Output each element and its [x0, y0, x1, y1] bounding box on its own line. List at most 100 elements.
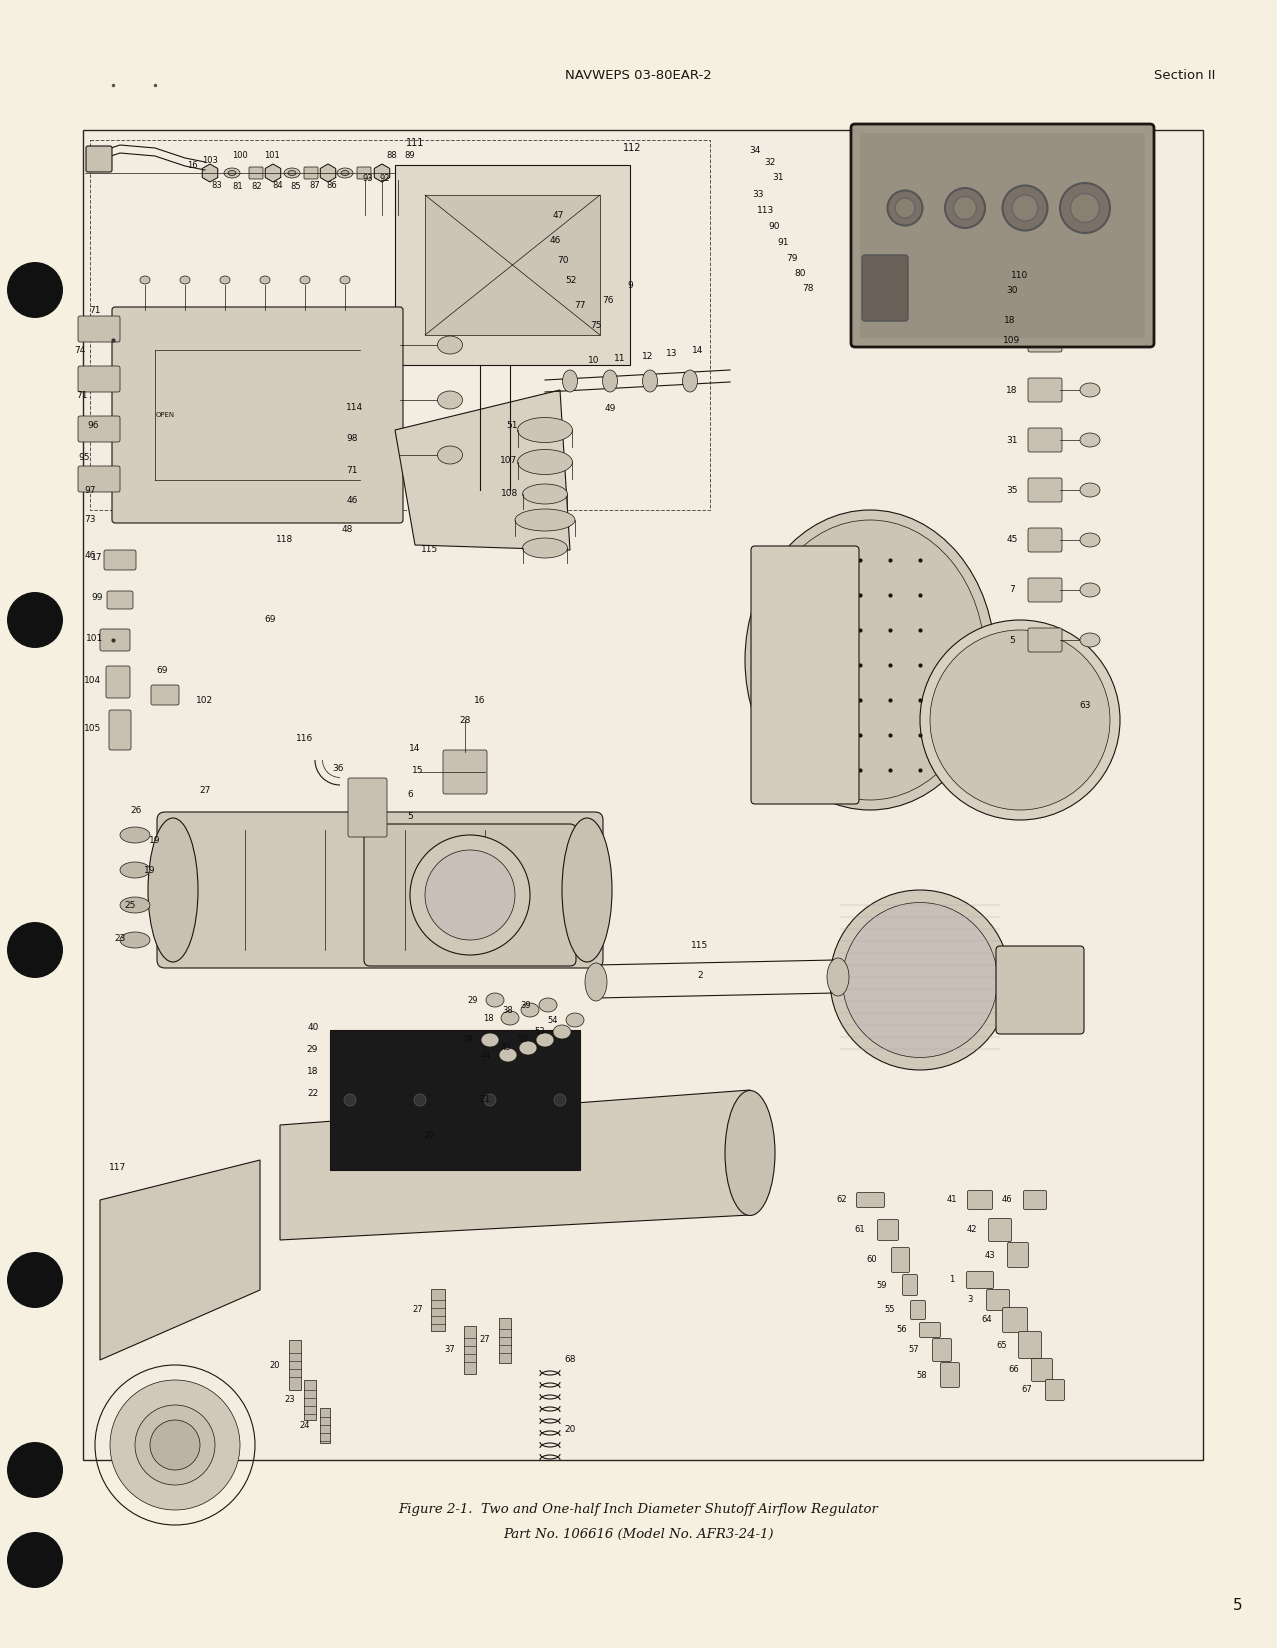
Text: 100: 100: [232, 150, 248, 160]
Ellipse shape: [945, 188, 985, 227]
Text: 69: 69: [156, 666, 167, 674]
Text: 39: 39: [521, 1000, 531, 1010]
FancyBboxPatch shape: [443, 750, 487, 794]
Text: 11: 11: [614, 354, 626, 363]
FancyBboxPatch shape: [967, 1272, 994, 1289]
FancyBboxPatch shape: [86, 147, 112, 171]
Circle shape: [6, 262, 63, 318]
Text: 5: 5: [407, 811, 412, 821]
Bar: [432, 1289, 444, 1332]
Text: Figure 2-1.  Two and One-half Inch Diameter Shutoff Airflow Regulator: Figure 2-1. Two and One-half Inch Diamet…: [398, 1503, 879, 1516]
Text: 98: 98: [346, 433, 358, 443]
Text: 38: 38: [503, 1005, 513, 1015]
Text: 69: 69: [264, 615, 276, 625]
Text: 73: 73: [84, 516, 96, 524]
Text: 54: 54: [548, 1015, 558, 1025]
Ellipse shape: [553, 1025, 571, 1038]
Text: Part No. 106616 (Model No. AFR3-24-1): Part No. 106616 (Model No. AFR3-24-1): [503, 1528, 774, 1541]
Text: 44: 44: [480, 1050, 492, 1060]
Ellipse shape: [536, 1033, 554, 1046]
Text: 5: 5: [1009, 636, 1015, 644]
Text: 57: 57: [909, 1345, 919, 1355]
Ellipse shape: [517, 417, 572, 443]
Text: 2: 2: [697, 971, 702, 979]
Circle shape: [6, 1252, 63, 1309]
FancyBboxPatch shape: [877, 1220, 899, 1241]
FancyBboxPatch shape: [78, 466, 120, 493]
Text: 17: 17: [91, 554, 102, 562]
Ellipse shape: [499, 1048, 517, 1061]
Text: 31: 31: [773, 173, 784, 181]
Text: 71: 71: [77, 391, 88, 399]
FancyBboxPatch shape: [940, 1363, 959, 1388]
Ellipse shape: [1011, 194, 1038, 221]
Text: 22: 22: [424, 1131, 435, 1139]
Ellipse shape: [425, 850, 515, 939]
Text: 61: 61: [854, 1226, 866, 1234]
Ellipse shape: [337, 168, 352, 178]
Text: 19: 19: [149, 836, 161, 844]
Text: 111: 111: [406, 138, 424, 148]
FancyBboxPatch shape: [857, 1193, 885, 1208]
Text: 90: 90: [769, 221, 780, 231]
FancyBboxPatch shape: [1046, 1379, 1065, 1401]
Bar: [83, 130, 1203, 1460]
Text: 113: 113: [757, 206, 775, 214]
Text: 40: 40: [308, 1023, 319, 1033]
Text: 91: 91: [778, 237, 789, 247]
Text: 52: 52: [566, 275, 577, 285]
Ellipse shape: [438, 447, 462, 465]
Text: 49: 49: [604, 404, 616, 412]
Text: 51: 51: [506, 420, 517, 430]
Text: 7: 7: [1009, 585, 1015, 595]
Ellipse shape: [148, 817, 198, 962]
Text: 36: 36: [332, 763, 344, 773]
Ellipse shape: [229, 170, 236, 175]
Ellipse shape: [455, 480, 535, 509]
FancyBboxPatch shape: [1028, 428, 1062, 452]
Text: 48: 48: [341, 526, 352, 534]
FancyBboxPatch shape: [151, 686, 179, 705]
Text: 92: 92: [379, 173, 391, 183]
Text: 47: 47: [553, 211, 563, 219]
FancyBboxPatch shape: [903, 1274, 917, 1295]
Text: 12: 12: [642, 351, 654, 361]
FancyBboxPatch shape: [109, 710, 132, 750]
Text: 112: 112: [623, 143, 641, 153]
Text: 104: 104: [84, 676, 102, 684]
FancyBboxPatch shape: [358, 166, 372, 180]
Text: 71: 71: [346, 465, 358, 475]
Ellipse shape: [682, 371, 697, 392]
FancyBboxPatch shape: [1032, 1358, 1052, 1381]
Ellipse shape: [223, 168, 240, 178]
FancyBboxPatch shape: [364, 824, 576, 966]
Ellipse shape: [954, 196, 977, 219]
FancyBboxPatch shape: [891, 1248, 909, 1272]
Ellipse shape: [484, 1094, 495, 1106]
FancyBboxPatch shape: [157, 812, 603, 967]
Text: 20: 20: [564, 1426, 576, 1434]
FancyBboxPatch shape: [1028, 328, 1062, 353]
Ellipse shape: [220, 275, 230, 283]
Circle shape: [6, 921, 63, 977]
Bar: [321, 1407, 329, 1444]
Text: 109: 109: [1004, 336, 1020, 344]
FancyBboxPatch shape: [249, 166, 263, 180]
Text: 46: 46: [346, 496, 358, 504]
Text: 86: 86: [327, 181, 337, 190]
Text: 102: 102: [197, 695, 213, 704]
Bar: [499, 1318, 511, 1363]
FancyBboxPatch shape: [850, 124, 1154, 348]
Polygon shape: [202, 165, 218, 181]
Text: 29: 29: [306, 1045, 318, 1055]
FancyBboxPatch shape: [78, 316, 120, 343]
Text: 95: 95: [78, 453, 89, 461]
Text: 63: 63: [1079, 700, 1091, 710]
Text: 22: 22: [308, 1089, 319, 1099]
Text: 85: 85: [291, 181, 301, 191]
Ellipse shape: [110, 1379, 240, 1510]
Ellipse shape: [1070, 193, 1099, 222]
Text: 29: 29: [467, 995, 479, 1005]
Text: 96: 96: [87, 420, 98, 430]
FancyBboxPatch shape: [78, 366, 120, 392]
